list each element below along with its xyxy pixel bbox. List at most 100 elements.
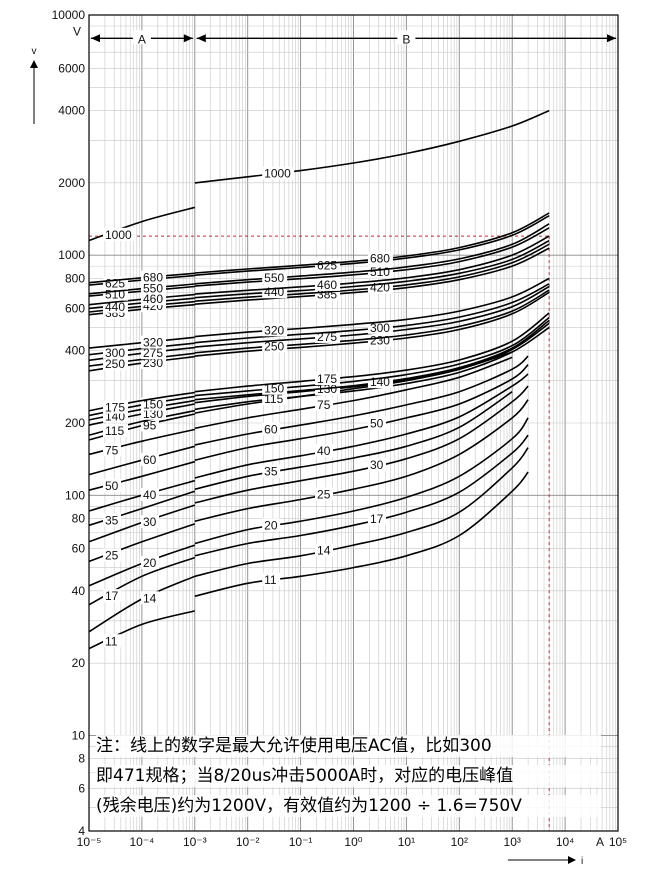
- series-label-bg: [262, 422, 281, 436]
- series-label-B: 320: [264, 323, 284, 337]
- note-line-1: 注：线上的数字是最大允许使用电压AC值，比如300: [96, 735, 601, 757]
- note-line-3: (残余电压)约为1200V，有效值约为1200 ÷ 1.6=750V: [96, 795, 601, 817]
- series-label-bg: [103, 589, 121, 603]
- series-curve-B: [194, 364, 529, 461]
- series-label-A: 20: [143, 556, 157, 570]
- y-tick-label: 20: [72, 656, 86, 670]
- series-label-bg: [103, 478, 121, 492]
- series-label-B: 150: [264, 382, 284, 396]
- y-axis-unit: V: [73, 24, 81, 38]
- series-460: 460 460: [88, 235, 550, 306]
- series-30: 30 30: [88, 385, 529, 543]
- series-curve-A: [88, 352, 195, 367]
- y-tick-label: 6000: [58, 61, 85, 75]
- series-label-bg: [141, 487, 159, 501]
- x-tick-label: 10⁴: [556, 835, 575, 849]
- x-tick-label: 10³: [504, 835, 521, 849]
- series-label-A: 30: [143, 515, 157, 529]
- series-label-bg: [262, 339, 288, 353]
- y-tick-label: 4000: [58, 104, 85, 118]
- series-label-bg: [315, 543, 334, 557]
- series-label-A: 275: [143, 346, 163, 360]
- y-tick-label: 8: [78, 752, 85, 766]
- series-label-bg: [141, 335, 166, 349]
- series-550: 550 550: [88, 223, 550, 296]
- series-label-B: 420: [370, 280, 390, 294]
- series-label-B: 175: [317, 372, 337, 386]
- region-arrow-left-icon: [91, 34, 100, 43]
- series-curve-B: [194, 277, 550, 338]
- series-label-bg: [315, 258, 341, 272]
- series-label-bg: [367, 320, 393, 334]
- series-label-A: 1000: [105, 228, 132, 242]
- series-label-B: 35: [264, 465, 278, 479]
- series-label-B: 1000: [264, 167, 291, 181]
- x-tick-label: 10²: [451, 835, 468, 849]
- x-axis-unit: A: [596, 835, 604, 849]
- series-label-A: 60: [143, 453, 157, 467]
- series-label-B: 14: [317, 543, 331, 557]
- series-label-A: 625: [105, 277, 125, 291]
- y-tick-label: 6: [78, 782, 85, 796]
- region-label: B: [402, 32, 410, 46]
- series-label-bg: [141, 452, 159, 466]
- y-tick-label: 4: [78, 824, 85, 838]
- y-axis-label: v: [32, 46, 37, 57]
- series-320: 320 320: [88, 277, 550, 350]
- series-label-B: 300: [370, 321, 390, 335]
- series-label-bg: [141, 397, 166, 411]
- x-tick-label: 10⁵: [609, 835, 627, 849]
- series-label-bg: [103, 400, 128, 414]
- series-label-bg: [103, 548, 121, 562]
- x-axis-arrow-icon: [568, 856, 576, 864]
- y-tick-label: 100: [65, 488, 85, 502]
- series-label-A: 75: [105, 443, 119, 457]
- series-label-A: 320: [143, 336, 163, 350]
- series-300: 300 300: [88, 283, 550, 360]
- series-label-A: 14: [143, 591, 157, 605]
- y-tick-label: 600: [65, 301, 85, 315]
- series-label-bg: [141, 591, 159, 605]
- series-curve-B: [194, 239, 550, 299]
- y-tick-label: 10: [72, 728, 86, 742]
- series-curve-B: [194, 356, 513, 430]
- series-label-B: 680: [370, 252, 390, 266]
- x-tick-labels: 10⁻⁵ 10⁻⁴ 10⁻³ 10⁻² 10⁻¹ 10⁰ 10¹ 10² 10³ 10⁴ 10⁵: [77, 835, 628, 849]
- x-tick-label: 10⁻⁵: [77, 835, 102, 849]
- series-label-A: 680: [143, 271, 163, 285]
- series-curve-B: [194, 316, 550, 397]
- region-label: A: [138, 32, 146, 46]
- series-label-bg: [103, 227, 135, 241]
- series-label-bg: [262, 518, 281, 532]
- plot-frame: [88, 14, 619, 832]
- series-curve-A: [88, 428, 195, 456]
- series-curve-B: [194, 373, 529, 479]
- series-label-B: 40: [317, 444, 331, 458]
- series-250: 250 250: [88, 289, 550, 371]
- series-11: 11 11: [88, 471, 529, 650]
- y-tick-label: 60: [72, 542, 86, 556]
- series-label-bg: [103, 443, 121, 457]
- region-arrow-left-icon: [196, 34, 206, 43]
- series-label-B: 550: [264, 271, 284, 285]
- series-curve-B: [194, 109, 550, 184]
- series-680: 680 680: [88, 212, 550, 285]
- series-curve-B: [194, 447, 529, 578]
- series-label-B: 25: [317, 487, 331, 501]
- series-label-A: 250: [105, 357, 125, 371]
- series-curve-A: [88, 342, 195, 356]
- y-tick-label: 1000: [58, 248, 85, 262]
- series-label-A: 460: [143, 292, 163, 306]
- series-label-B: 75: [317, 398, 331, 412]
- series-curve-B: [194, 417, 529, 545]
- series-50: 50 50: [88, 364, 529, 493]
- y-tick-label: 2000: [58, 176, 85, 190]
- series-label-bg: [141, 281, 166, 295]
- series-label-bg: [315, 397, 334, 411]
- x-tick-label: 10⁻¹: [289, 835, 313, 849]
- series-label-A: 40: [143, 488, 157, 502]
- series-label-A: 300: [105, 346, 125, 360]
- series-label-bg: [367, 457, 386, 471]
